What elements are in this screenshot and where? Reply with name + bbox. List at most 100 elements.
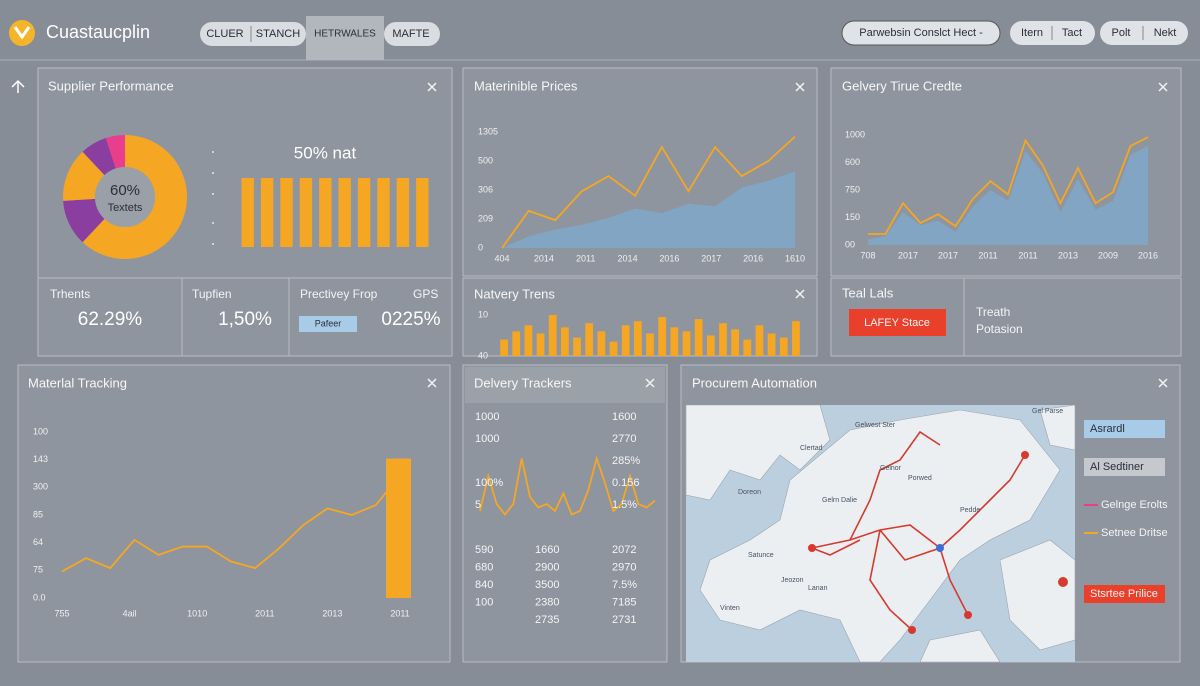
button-label[interactable]: Pafeer [315, 318, 342, 328]
tab-active[interactable] [306, 16, 384, 60]
bar [621, 325, 630, 356]
button[interactable] [849, 309, 946, 336]
button-label[interactable]: Nekt [1154, 27, 1177, 39]
button[interactable] [1084, 585, 1165, 603]
y-tick-label: 0.0 [33, 592, 46, 602]
bar [241, 178, 254, 247]
button-label[interactable]: Al Sedtiner [1090, 461, 1144, 473]
map-routes [811, 430, 1026, 631]
x-tick-label: 1010 [187, 608, 207, 618]
x-tick-label: 2011 [978, 250, 997, 260]
tab-group[interactable] [200, 22, 306, 46]
tracker-value: 7.5% [612, 579, 637, 591]
x-tick-label: 755 [54, 608, 69, 618]
bar [731, 329, 740, 356]
button[interactable] [299, 316, 357, 332]
tracker-value: 100 [475, 596, 493, 608]
bar [670, 327, 679, 356]
tab-label[interactable]: CLUER [206, 28, 243, 40]
donut-segment [105, 135, 125, 169]
bar [597, 331, 606, 356]
tab[interactable] [384, 22, 440, 46]
bar [319, 178, 332, 247]
x-tick-label: 708 [860, 250, 875, 260]
x-tick-label: 2009 [1098, 250, 1118, 260]
back-icon[interactable] [11, 79, 25, 93]
map-pins [808, 451, 1068, 634]
tab-label[interactable]: MAFTE [392, 28, 429, 40]
line [479, 455, 656, 516]
map-label: Vinten [720, 605, 740, 612]
tracker-value: 7185 [612, 596, 636, 608]
button-label[interactable]: Itern [1021, 27, 1043, 39]
panel-title: Procurem Automation [692, 375, 817, 390]
tracker-value: 0.156 [612, 477, 640, 489]
bar [512, 331, 521, 356]
bar [416, 178, 429, 247]
y-tick-label: 00 [845, 239, 855, 249]
map-pin [936, 544, 944, 552]
tracker-value: 1.5% [612, 499, 637, 511]
line [61, 474, 401, 573]
tab-label[interactable]: STANCH [256, 28, 300, 40]
map-label: Gel Parse [1032, 408, 1063, 415]
area [502, 171, 795, 248]
close-icons[interactable] [427, 82, 1168, 388]
x-tick-label: 2011 [1018, 250, 1037, 260]
x-tick-label: 2011 [255, 608, 274, 618]
search-box[interactable] [841, 20, 1001, 46]
panel-title: Natvery Trens [474, 286, 555, 301]
button-label[interactable]: Tact [1062, 27, 1082, 39]
y-tick-label: 143 [33, 454, 48, 464]
button[interactable] [1084, 458, 1165, 476]
bar [338, 178, 351, 247]
bar [260, 178, 274, 247]
x-tick-label: 2016 [1138, 250, 1158, 260]
tracker-value: 2900 [535, 561, 559, 573]
bar [357, 178, 371, 247]
map-label: Clertad [800, 445, 823, 452]
map-label: Gelnor [880, 465, 902, 472]
bar [573, 337, 581, 356]
button-group[interactable] [1100, 21, 1188, 45]
tracker-value: 1000 [475, 411, 499, 423]
button[interactable] [1084, 420, 1165, 438]
tracker-value: 680 [475, 561, 493, 573]
highlight-bar [386, 458, 411, 598]
map-label: Porwed [908, 475, 932, 482]
stat-value: 0225% [381, 309, 440, 330]
area [868, 146, 1148, 245]
bar [682, 331, 691, 356]
legend-label: Setnee Dritse [1101, 527, 1168, 539]
tab-label[interactable]: HETRWALES [314, 29, 376, 40]
bar [560, 327, 569, 356]
x-tick-label: 2014 [618, 253, 638, 263]
tracker-value: 100% [475, 477, 503, 489]
bar [585, 323, 594, 356]
y-tick-label: 75 [33, 565, 43, 575]
donut-segment [63, 151, 105, 201]
y-tick-label: 306 [478, 184, 493, 194]
bar [658, 317, 667, 356]
map-label: Gelrn Dalie [822, 497, 857, 504]
map-label: Lanan [808, 585, 828, 592]
tracker-value: 1600 [612, 411, 636, 423]
info-text: Treath [976, 305, 1010, 319]
map-label: Satunce [748, 552, 774, 559]
button-label[interactable]: LAFEY Stace [864, 317, 930, 329]
close-icon[interactable] [427, 82, 1168, 388]
search-text[interactable]: Parwebsin Conslct Hect - [859, 27, 983, 39]
button-label[interactable]: Stsrtee Prilice [1090, 588, 1158, 600]
map-label: Gelwest Ster [855, 422, 896, 429]
y-tick-label: 100 [33, 426, 48, 436]
map-label: Jeozon [781, 577, 804, 584]
legend-label: Gelnge Erolts [1101, 499, 1168, 511]
button-label[interactable]: Asrardl [1090, 423, 1125, 435]
bar [779, 337, 788, 356]
panel-header [465, 367, 665, 403]
y-tick-label: 40 [478, 350, 488, 360]
stat-label: Prectivey Frop [300, 287, 378, 301]
button-label[interactable]: Polt [1112, 27, 1131, 39]
x-tick-label: 2016 [743, 253, 763, 263]
panel [462, 364, 668, 663]
